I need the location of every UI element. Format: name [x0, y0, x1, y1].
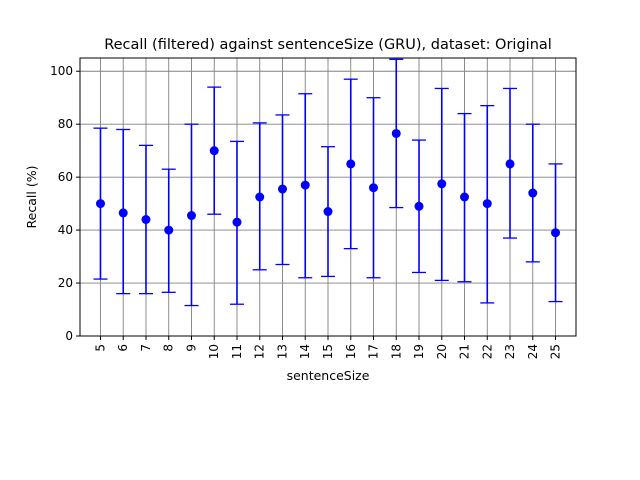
data-point: [414, 201, 424, 211]
x-tick-label: 25: [549, 344, 563, 359]
x-tick-label: 21: [458, 344, 472, 359]
y-tick-label: 40: [58, 223, 73, 237]
data-point: [118, 208, 128, 218]
data-point: [391, 128, 401, 138]
data-point: [437, 179, 447, 189]
x-tick-label: 10: [207, 344, 221, 359]
x-tick-label: 7: [139, 344, 153, 352]
x-tick-label: 18: [389, 344, 403, 359]
data-point: [255, 192, 265, 202]
x-axis-label: sentenceSize: [287, 368, 370, 383]
data-point: [369, 183, 379, 193]
data-point: [505, 159, 515, 169]
x-tick-label: 20: [435, 344, 449, 359]
y-tick-label: 60: [58, 170, 73, 184]
data-point: [95, 199, 105, 209]
x-tick-label: 5: [93, 344, 107, 352]
x-tick-label: 8: [162, 344, 176, 352]
y-axis-ticks: 0 20 40 60 80 100: [50, 64, 80, 343]
data-point: [346, 159, 356, 169]
y-tick-label: 80: [58, 117, 73, 131]
data-point: [528, 188, 538, 198]
data-point: [300, 180, 310, 190]
data-point: [551, 228, 561, 238]
y-tick-label: 100: [50, 64, 73, 78]
x-tick-label: 9: [184, 344, 198, 352]
data-point: [164, 225, 174, 235]
x-tick-label: 6: [116, 344, 130, 352]
data-point: [141, 215, 151, 225]
data-point: [186, 211, 196, 221]
x-tick-label: 15: [321, 344, 335, 359]
data-point: [460, 192, 470, 202]
data-points: [95, 128, 561, 238]
x-tick-label: 14: [298, 344, 312, 359]
data-point: [209, 146, 219, 156]
x-tick-label: 16: [344, 344, 358, 359]
data-point: [482, 199, 492, 209]
x-tick-label: 24: [526, 344, 540, 359]
x-tick-label: 12: [253, 344, 267, 359]
x-tick-label: 22: [480, 344, 494, 359]
x-tick-label: 19: [412, 344, 426, 359]
x-tick-label: 13: [275, 344, 289, 359]
x-tick-label: 17: [367, 344, 381, 359]
data-point: [232, 217, 242, 227]
chart-title: Recall (filtered) against sentenceSize (…: [104, 37, 552, 53]
data-point: [323, 207, 333, 217]
y-tick-label: 0: [65, 329, 73, 343]
x-axis-ticks: 5 6 7 8 9 10 11 12 13 14 15 16 17 18 19 20 21 22 23 24 25: [93, 336, 563, 359]
x-tick-label: 23: [503, 344, 517, 359]
x-tick-label: 11: [230, 344, 244, 359]
y-tick-label: 20: [58, 276, 73, 290]
y-axis-label: Recall (%): [24, 166, 39, 229]
data-point: [277, 184, 287, 194]
